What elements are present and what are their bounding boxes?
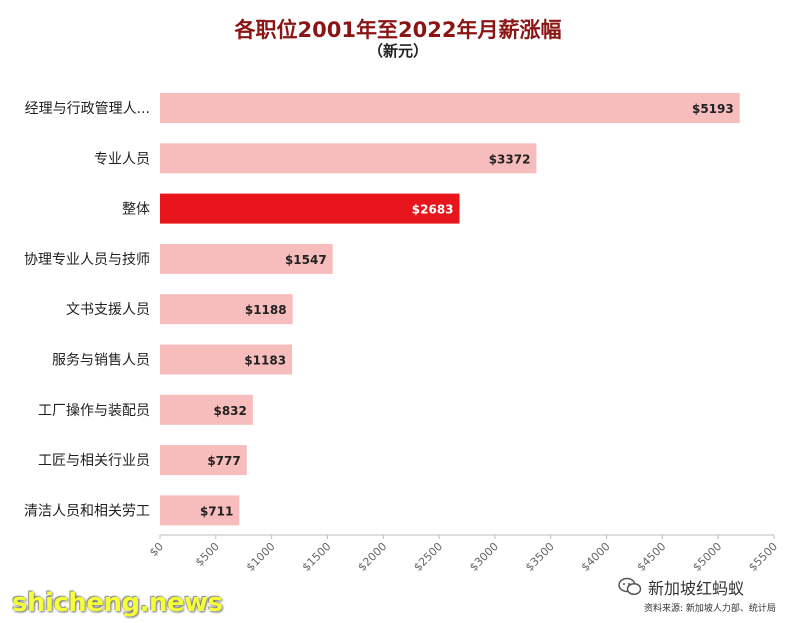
- x-tick-label: $4500: [635, 540, 669, 574]
- bar: [160, 394, 253, 425]
- wechat-account-name: 新加坡红蚂蚁: [648, 579, 745, 598]
- category-label: 文书支援人员: [66, 302, 150, 318]
- category-label: 清洁人员和相关劳工: [24, 503, 150, 519]
- x-tick-label: $5500: [746, 540, 780, 574]
- x-tick-label: $1500: [300, 540, 334, 574]
- bar: [160, 93, 740, 123]
- category-label: 工厂操作与装配员: [38, 403, 150, 419]
- bar: [160, 445, 247, 476]
- category-label: 工匠与相关行业员: [38, 453, 150, 469]
- data-label: $711: [200, 504, 233, 518]
- data-label: $5193: [692, 102, 734, 116]
- data-label: $3372: [489, 152, 531, 166]
- wechat-icon: [618, 577, 642, 596]
- bar: [160, 143, 537, 174]
- bar: [160, 243, 333, 274]
- category-label: 协理专业人员与技师: [24, 252, 150, 268]
- x-tick-label: $2500: [411, 540, 445, 574]
- bar: [160, 193, 460, 224]
- source-note: 资料来源: 新加坡人力部、统计局: [644, 604, 776, 614]
- x-tick-label: $0: [147, 540, 166, 559]
- x-tick-label: $2000: [355, 540, 389, 574]
- chart-title: 各职位2001年至2022年月薪涨幅: [234, 18, 562, 42]
- bar: [160, 294, 293, 325]
- x-tick-label: $3500: [523, 540, 557, 574]
- data-label: $832: [213, 404, 246, 418]
- category-label: 服务与销售人员: [52, 353, 150, 369]
- chart-subtitle: （新元）: [367, 42, 428, 60]
- x-tick-label: $5000: [690, 540, 724, 574]
- category-label: 经理与行政管理人...: [25, 101, 150, 117]
- x-tick-label: $3000: [467, 540, 501, 574]
- x-tick-label: $1000: [244, 540, 278, 574]
- x-tick-label: $4000: [579, 540, 613, 574]
- data-label: $777: [207, 454, 240, 468]
- category-label: 专业人员: [94, 151, 150, 167]
- x-tick-label: $500: [193, 540, 222, 569]
- bar: [160, 495, 240, 526]
- data-label: $1547: [285, 253, 327, 267]
- category-label: 整体: [122, 202, 150, 218]
- data-label: $2683: [412, 203, 454, 217]
- data-label: $1188: [245, 303, 287, 317]
- bar: [160, 344, 293, 375]
- wechat-account: 新加坡红蚂蚁: [618, 575, 744, 599]
- data-label: $1183: [244, 354, 286, 368]
- watermark: shicheng.news: [12, 588, 223, 618]
